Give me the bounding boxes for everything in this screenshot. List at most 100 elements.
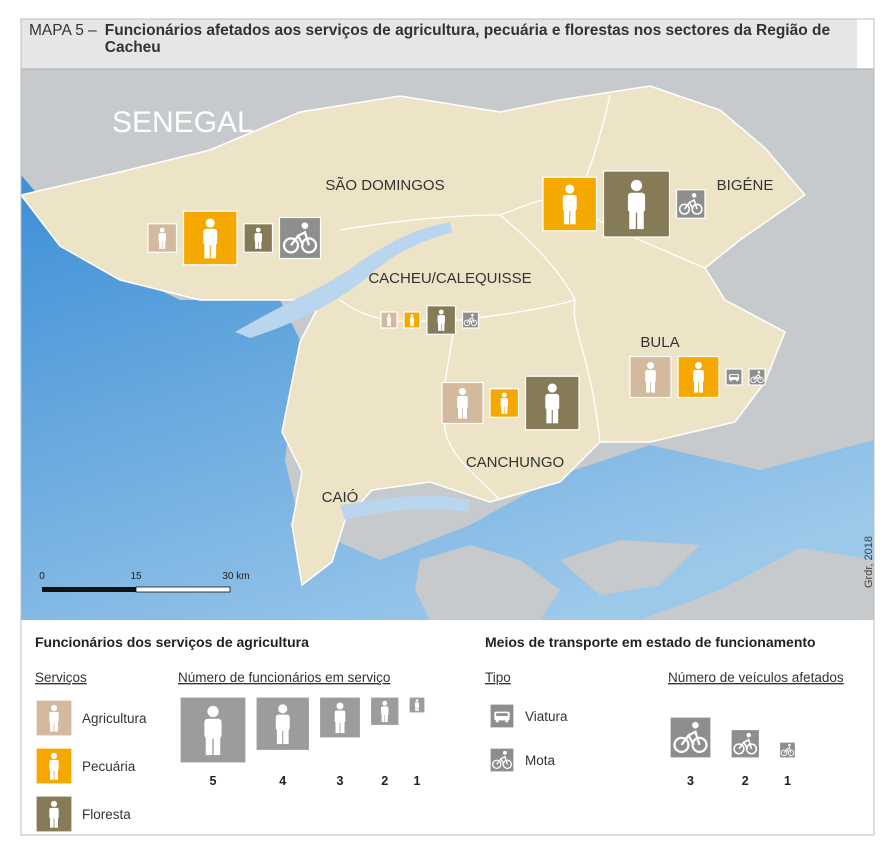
icon-head xyxy=(691,193,697,198)
icon-wheel xyxy=(463,319,471,327)
legend-label: Viatura xyxy=(525,709,568,724)
sector-label: CAIÓ xyxy=(322,489,359,506)
icon-leg xyxy=(415,706,417,712)
symbol xyxy=(542,176,598,232)
icon-head xyxy=(410,314,414,317)
icon-head xyxy=(630,179,643,192)
icon-leg xyxy=(50,768,54,780)
sector-label: SÃO DOMINGOS xyxy=(325,177,444,194)
symbol xyxy=(677,355,720,399)
icon-frame xyxy=(783,747,792,754)
icon-leg xyxy=(698,380,704,393)
legend-label: Floresta xyxy=(82,807,131,822)
symbol xyxy=(179,696,247,764)
icon-head xyxy=(438,309,444,315)
icon-head xyxy=(459,388,466,396)
scale-label: 0 xyxy=(39,571,45,582)
icon-leg xyxy=(50,816,54,828)
legend-count: 4 xyxy=(279,774,286,788)
icon-leg xyxy=(457,406,463,419)
icon-leg xyxy=(637,209,644,230)
symbol xyxy=(489,388,520,418)
icon-leg xyxy=(258,240,262,249)
icon-wheel xyxy=(736,379,739,382)
icon-wheel xyxy=(282,237,300,254)
icon-head xyxy=(757,370,761,374)
symbol xyxy=(730,728,761,759)
title-bar: MAPA 5 – Funcionários afetados aos servi… xyxy=(21,19,857,69)
icon-frame xyxy=(738,738,753,750)
icon-head xyxy=(159,227,165,233)
icon-leg xyxy=(205,735,213,756)
legend-title: Meios de transporte em estado de funcion… xyxy=(485,634,816,650)
symbol xyxy=(35,699,73,737)
island xyxy=(415,545,560,620)
icon-leg xyxy=(210,242,217,259)
symbol xyxy=(380,311,398,329)
frame xyxy=(20,18,875,836)
sea xyxy=(21,175,874,620)
symbol xyxy=(255,696,311,752)
icon-body xyxy=(437,315,445,324)
icon-leg xyxy=(546,407,552,424)
icon-wheel xyxy=(780,749,788,757)
scale-label: 30 km xyxy=(222,571,249,582)
icon-head xyxy=(50,704,58,711)
icon-wheel xyxy=(729,379,732,382)
icon-head xyxy=(205,218,215,228)
icon-wheel xyxy=(673,736,690,753)
legend-label: Pecuária xyxy=(82,759,136,774)
icon-leg xyxy=(255,240,258,249)
symbol xyxy=(147,223,178,253)
legend-heading: Tipo xyxy=(485,670,511,685)
symbol xyxy=(408,696,426,714)
sector-label: BULA xyxy=(640,334,679,351)
icon-wheel xyxy=(491,759,502,770)
icon-leg xyxy=(335,720,340,734)
legend-count: 1 xyxy=(784,774,791,788)
island xyxy=(560,540,700,595)
scale-label: 15 xyxy=(130,571,142,582)
icon-body xyxy=(49,711,59,723)
icon-head xyxy=(387,314,391,317)
symbol xyxy=(403,311,421,329)
icon-leg xyxy=(54,816,58,828)
icon-head xyxy=(207,705,219,718)
icon-body xyxy=(693,370,704,383)
scale-segment xyxy=(42,587,136,592)
legend-label: Agricultura xyxy=(82,711,147,726)
map-title: Funcionários afetados aos serviços de ag… xyxy=(104,22,831,56)
icon-wheel xyxy=(733,743,745,755)
estuary xyxy=(235,222,452,338)
symbol xyxy=(489,747,515,773)
icon-head xyxy=(255,227,261,233)
legend-count: 3 xyxy=(687,774,694,788)
icon-body xyxy=(386,317,392,323)
legend-count: 5 xyxy=(210,774,217,788)
estuary xyxy=(340,495,470,520)
icon-leg xyxy=(650,380,656,393)
scale-bar: 0 15 30 km xyxy=(39,571,250,593)
legend-heading: Número de funcionários em serviço xyxy=(178,670,390,685)
icon-head xyxy=(502,750,507,755)
icon-head xyxy=(692,721,699,729)
symbol xyxy=(318,696,362,739)
symbol xyxy=(35,747,73,785)
sector-label: CANCHUNGO xyxy=(466,454,564,471)
icon-frame xyxy=(290,230,311,247)
legend-count: 2 xyxy=(742,774,749,788)
legend-label: Mota xyxy=(525,753,556,768)
icon-body xyxy=(381,706,389,715)
icon-head xyxy=(471,313,474,317)
icon-leg xyxy=(283,728,289,745)
symbol xyxy=(441,381,484,425)
icon-leg xyxy=(387,321,389,327)
sector-label: CACHEU/CALEQUISSE xyxy=(368,270,531,287)
icon-leg xyxy=(410,321,412,327)
icon-leg xyxy=(276,728,283,745)
icon-frame xyxy=(496,755,508,765)
icon-leg xyxy=(570,208,576,225)
icon-body xyxy=(627,192,646,213)
icon-head xyxy=(50,800,58,807)
icon-head xyxy=(695,362,702,370)
